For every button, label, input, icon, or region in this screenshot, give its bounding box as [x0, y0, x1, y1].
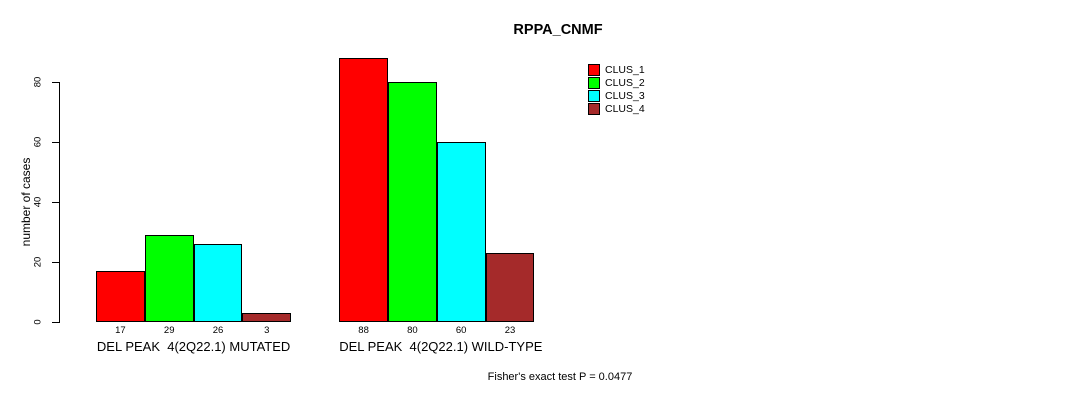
bar-clus_2	[144, 235, 194, 322]
y-axis-tick-label: 20	[32, 256, 44, 268]
y-axis-tick	[52, 82, 59, 83]
bar-value-label: 60	[455, 325, 467, 336]
y-axis-tick-label: 0	[32, 319, 44, 325]
y-axis-tick	[52, 262, 59, 263]
y-axis-tick	[52, 142, 59, 143]
legend-item-clus_4: CLUS_4	[588, 103, 645, 115]
bar-clus_2	[387, 82, 437, 322]
bar-value-label: 17	[115, 325, 126, 336]
bar-value-label: 3	[264, 325, 270, 336]
legend-item-clus_3: CLUS_3	[588, 90, 645, 102]
y-axis-tick	[52, 202, 59, 203]
legend-swatch-icon	[588, 77, 600, 89]
legend-label: CLUS_4	[605, 103, 645, 115]
bar-value-label: 80	[407, 325, 418, 336]
y-axis-tick-label: 40	[32, 196, 44, 208]
y-axis-line	[59, 82, 60, 323]
annotation-text: Fisher's exact test P = 0.0477	[487, 371, 633, 383]
bar-group	[339, 52, 535, 322]
bar-value-label: 26	[212, 325, 224, 336]
bar-value-label: 88	[358, 325, 369, 336]
bar-clus_4	[242, 313, 292, 322]
legend-swatch-icon	[588, 64, 600, 76]
x-axis-group-label: DEL PEAK 4(2Q22.1) WILD-TYPE	[339, 339, 543, 354]
legend-item-clus_1: CLUS_1	[588, 64, 645, 76]
bar-clus_1	[96, 271, 145, 322]
y-axis-tick	[52, 322, 59, 323]
legend-swatch-icon	[588, 103, 600, 115]
legend-item-clus_2: CLUS_2	[588, 77, 645, 89]
bar-clus_4	[485, 253, 535, 322]
chart-title: RPPA_CNMF	[513, 22, 603, 38]
legend-label: CLUS_2	[605, 77, 645, 89]
y-axis-tick-label: 80	[32, 76, 44, 88]
bar-value-label: 29	[163, 325, 175, 336]
legend-label: CLUS_3	[605, 90, 645, 102]
y-axis-label: number of cases	[19, 157, 33, 247]
bar-value-row: 88 80 60 23	[339, 325, 534, 336]
bar-clus_3	[436, 142, 486, 322]
legend-label: CLUS_1	[605, 64, 645, 76]
y-axis-tick-label: 60	[32, 136, 44, 148]
bar-value-row: 17 29 26 3	[96, 325, 291, 336]
bar-clus_3	[193, 244, 243, 322]
legend-swatch-icon	[588, 90, 600, 102]
legend: CLUS_1 CLUS_2 CLUS_3 CLUS_4	[588, 64, 645, 116]
x-axis-group-label: DEL PEAK 4(2Q22.1) MUTATED	[96, 339, 291, 354]
bar-value-label: 23	[504, 325, 516, 336]
bar-group	[96, 52, 292, 322]
bar-clus_1	[339, 58, 388, 322]
